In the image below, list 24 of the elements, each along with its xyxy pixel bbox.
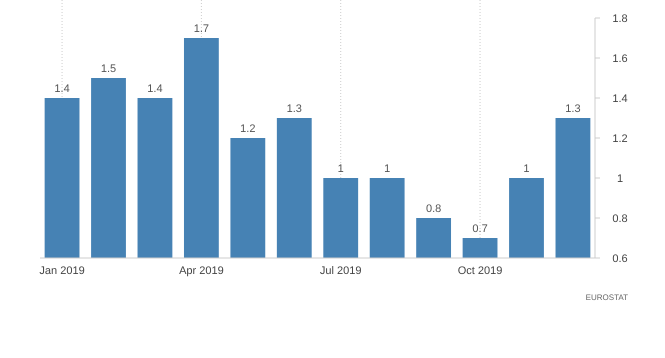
- data-label: 0.7: [472, 223, 488, 235]
- x-tick-label: Oct 2019: [458, 265, 502, 277]
- data-label: 1.3: [286, 103, 302, 115]
- y-tick-label: 1.4: [612, 93, 628, 105]
- data-label: 1: [338, 163, 344, 175]
- data-label: 1: [523, 163, 530, 175]
- data-label: 1.3: [565, 103, 581, 115]
- y-tick-label: 0.6: [612, 253, 628, 265]
- data-label: 1.5: [100, 63, 116, 75]
- x-tick-label: Apr 2019: [179, 265, 224, 277]
- data-label: 1.2: [240, 123, 256, 135]
- text: EUROSTAT: [586, 293, 628, 302]
- x-tick-label: Jan 2019: [39, 265, 85, 277]
- data-label: 0.8: [426, 203, 442, 215]
- y-tick-label: 1.6: [612, 53, 628, 65]
- data-label: 1.7: [194, 23, 210, 35]
- y-tick-label: 0.8: [612, 213, 628, 225]
- data-label: 1.4: [147, 83, 163, 95]
- y-tick-label: 1.8: [612, 13, 628, 25]
- y-tick-label: 1.2: [612, 133, 628, 145]
- data-label: 1: [384, 163, 390, 175]
- data-label: 1.4: [54, 83, 70, 95]
- x-tick-label: Jul 2019: [320, 265, 362, 277]
- y-tick-label: 1: [616, 173, 624, 185]
